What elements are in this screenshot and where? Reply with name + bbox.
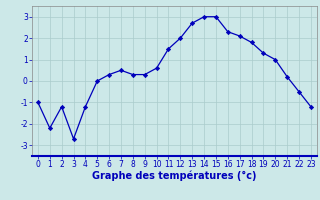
X-axis label: Graphe des températures (°c): Graphe des températures (°c)	[92, 171, 257, 181]
